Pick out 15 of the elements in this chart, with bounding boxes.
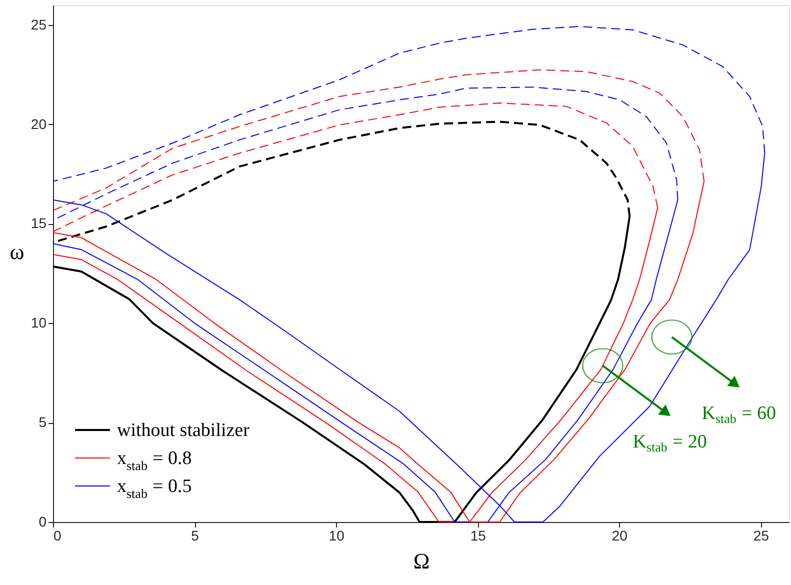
y-tick-label: 20	[30, 116, 47, 132]
x-tick-label: 15	[470, 528, 486, 544]
x-tick-label: 25	[753, 528, 770, 544]
x-tick-label: 0	[54, 528, 62, 544]
x-axis-title: Ω	[413, 548, 430, 574]
x-tick-label: 20	[612, 528, 628, 544]
legend-label: without stabilizer	[117, 420, 250, 441]
y-tick-label: 15	[30, 215, 47, 232]
y-tick-label: 5	[38, 414, 47, 430]
y-tick-label: 0	[38, 514, 47, 530]
x-tick-label: 10	[328, 528, 345, 544]
y-tick-label: 25	[30, 16, 47, 32]
x-tick-label: 5	[191, 528, 200, 544]
y-axis-title: ω	[10, 239, 24, 264]
y-tick-label: 10	[30, 314, 47, 331]
